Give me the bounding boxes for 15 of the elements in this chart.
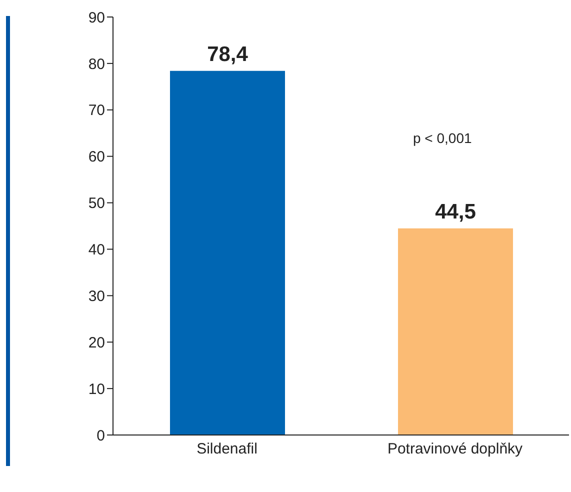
x-tick-label: Sildenafil [196,440,258,458]
data-label: 44,5 [435,200,476,224]
x-tick-label: Potravinové doplňky [387,440,524,458]
y-tick-label: 60 [88,148,105,166]
data-label: 78,4 [207,42,248,66]
y-tick-label: 10 [88,380,105,398]
y-tick-label: 70 [88,102,105,120]
y-tick-label: 30 [88,288,105,305]
y-tick-label: 80 [88,56,105,73]
y-tick-label: 90 [88,9,105,26]
y-tick-label: 40 [88,242,105,259]
y-tick-label: 20 [88,334,105,352]
annotation: p < 0,001 [413,130,472,146]
y-tick-label: 0 [96,427,105,444]
y-tick-label: 50 [88,195,105,212]
